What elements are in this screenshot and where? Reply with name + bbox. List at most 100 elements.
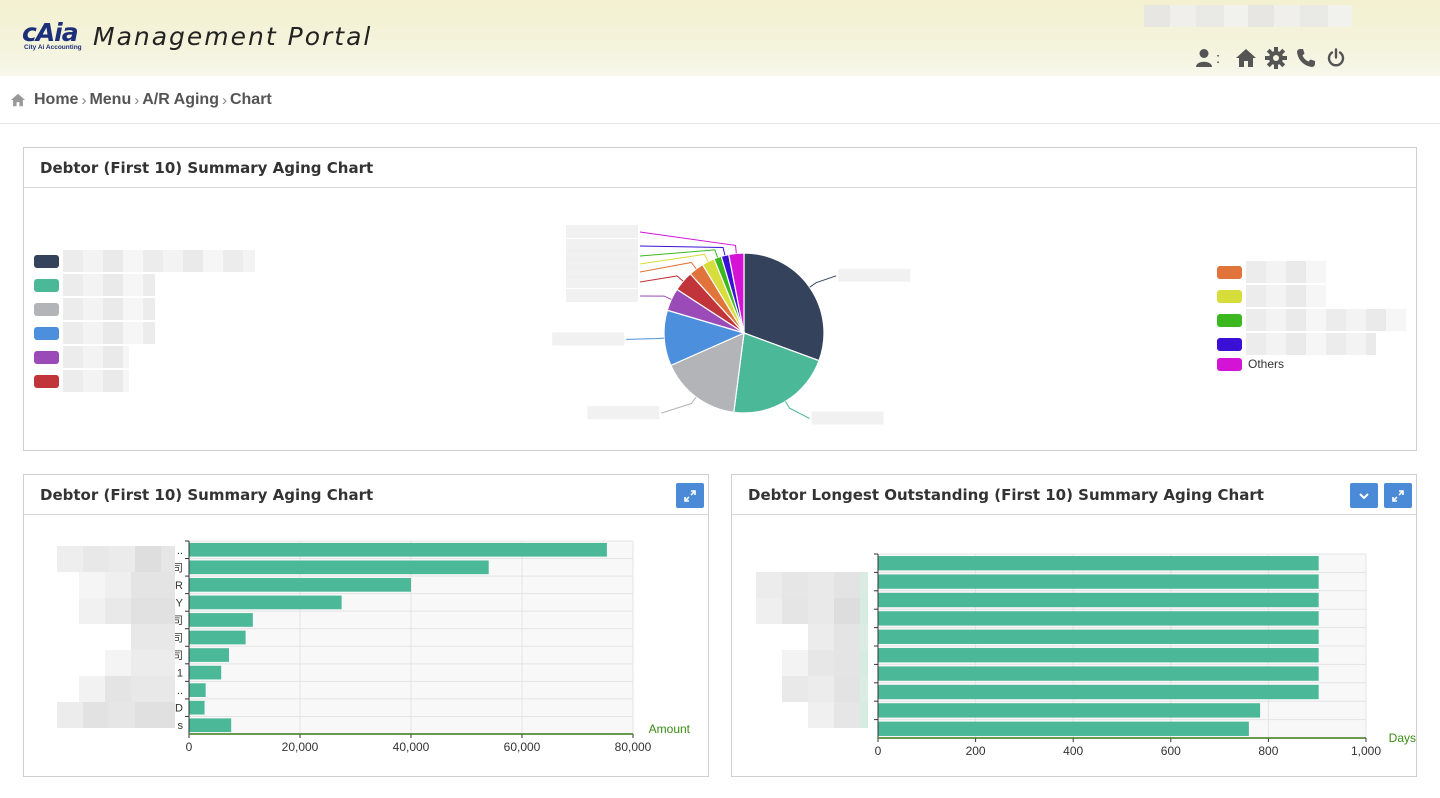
bar[interactable] — [189, 595, 342, 610]
bar[interactable] — [878, 721, 1249, 736]
category-label-redacted — [756, 598, 782, 624]
category-label-redacted — [57, 546, 83, 572]
breadcrumb-home[interactable]: Home — [34, 91, 79, 108]
category-label: s — [178, 720, 184, 732]
expand-button[interactable] — [676, 483, 704, 508]
bar[interactable] — [878, 556, 1319, 571]
pie-leader-line — [639, 261, 697, 273]
breadcrumb-menu[interactable]: Menu — [89, 91, 132, 108]
legend-label: Others — [1248, 357, 1285, 371]
breadcrumb-divider — [0, 123, 1440, 124]
pie-slice[interactable] — [670, 332, 745, 414]
x-tick-label: 400 — [1063, 744, 1083, 758]
category-label-redacted — [105, 676, 131, 702]
legend-item[interactable] — [34, 298, 155, 320]
expand-icon — [1392, 489, 1404, 502]
logo-subtext: City Ai Accounting — [24, 44, 82, 51]
bar[interactable] — [189, 648, 229, 662]
legend-item[interactable] — [34, 346, 129, 368]
bar[interactable] — [189, 542, 607, 557]
category-label-redacted — [860, 702, 868, 728]
pie-label-redacted — [566, 275, 638, 288]
bar[interactable] — [878, 703, 1261, 718]
pie-slice[interactable] — [733, 332, 820, 414]
bar[interactable] — [189, 665, 222, 680]
category-label-redacted — [756, 572, 782, 598]
category-label-redacted — [105, 598, 131, 624]
header: cAia City Ai Accounting Management Porta… — [0, 0, 1440, 76]
category-label-redacted — [57, 702, 83, 728]
legend-swatch — [34, 302, 59, 316]
category-label-redacted — [109, 546, 135, 572]
power-icon[interactable] — [1324, 46, 1348, 70]
bar[interactable] — [189, 613, 253, 627]
category-label-redacted — [135, 702, 175, 728]
bar[interactable] — [878, 611, 1319, 626]
bar[interactable] — [189, 718, 232, 733]
bar[interactable] — [189, 683, 206, 697]
category-label-redacted — [860, 572, 868, 598]
category-label-redacted — [860, 676, 868, 702]
legend-label-redacted — [63, 346, 129, 368]
legend-item[interactable] — [34, 322, 155, 344]
home-icon[interactable] — [1234, 46, 1258, 70]
category-label-redacted — [79, 676, 105, 702]
pie-leader-line — [639, 231, 737, 254]
days-bar-chart-panel: Debtor Longest Outstanding (First 10) Su… — [731, 474, 1417, 777]
category-label: 司 — [172, 633, 183, 645]
bar[interactable] — [878, 574, 1319, 589]
category-label: 司 — [172, 615, 183, 627]
category-label-redacted — [131, 676, 175, 702]
x-tick-label: 20,000 — [282, 740, 319, 754]
category-label: 1 — [177, 668, 183, 680]
category-label: .. — [177, 685, 183, 697]
collapse-button[interactable] — [1350, 483, 1378, 508]
bar[interactable] — [878, 648, 1319, 663]
category-label-redacted — [782, 676, 808, 702]
category-label-redacted — [834, 650, 860, 676]
legend-item[interactable] — [1217, 261, 1326, 283]
user-icon[interactable] — [1192, 46, 1216, 70]
category-label-redacted — [834, 598, 860, 624]
phone-icon[interactable] — [1294, 46, 1318, 70]
legend-item[interactable] — [34, 274, 155, 296]
user-name-redacted — [1144, 5, 1352, 27]
gear-icon[interactable] — [1264, 46, 1288, 70]
pie-slice[interactable] — [743, 252, 825, 362]
bar[interactable] — [189, 578, 411, 592]
legend-item[interactable] — [34, 250, 255, 272]
category-label-redacted — [808, 650, 834, 676]
home-icon[interactable] — [10, 93, 26, 107]
legend-label-redacted — [63, 370, 129, 392]
bar[interactable] — [878, 629, 1319, 644]
logo-text: cAia — [22, 18, 79, 47]
legend-label-redacted — [63, 250, 255, 272]
x-tick-label: 0 — [875, 744, 882, 758]
bar[interactable] — [189, 560, 489, 575]
breadcrumb: Home › Menu › A/R Aging › Chart — [10, 88, 272, 112]
legend-item-others[interactable]: Others — [1217, 357, 1284, 371]
bar[interactable] — [189, 630, 246, 645]
panel-title: Debtor (First 10) Summary Aging Chart — [40, 159, 374, 177]
category-label-redacted — [860, 650, 868, 676]
expand-button[interactable] — [1384, 483, 1412, 508]
breadcrumb-ar-aging[interactable]: A/R Aging — [142, 91, 219, 108]
legend-item[interactable] — [1217, 309, 1406, 331]
bar[interactable] — [878, 666, 1319, 681]
legend-label-redacted — [1246, 285, 1326, 307]
bar[interactable] — [878, 592, 1319, 608]
x-axis-label: Days — [1389, 731, 1416, 745]
legend-swatch — [34, 350, 59, 364]
portal-title: Management Portal — [93, 22, 373, 51]
bar[interactable] — [878, 684, 1319, 700]
bar[interactable] — [189, 700, 205, 715]
legend-item[interactable] — [1217, 333, 1376, 355]
logo[interactable]: cAia City Ai Accounting — [22, 20, 86, 54]
legend-swatch — [1217, 289, 1242, 303]
legend-item[interactable] — [34, 370, 129, 392]
legend-item[interactable] — [1217, 285, 1326, 307]
x-tick-label: 40,000 — [393, 740, 430, 754]
category-label-redacted — [808, 702, 834, 728]
category-label-redacted — [161, 546, 175, 572]
